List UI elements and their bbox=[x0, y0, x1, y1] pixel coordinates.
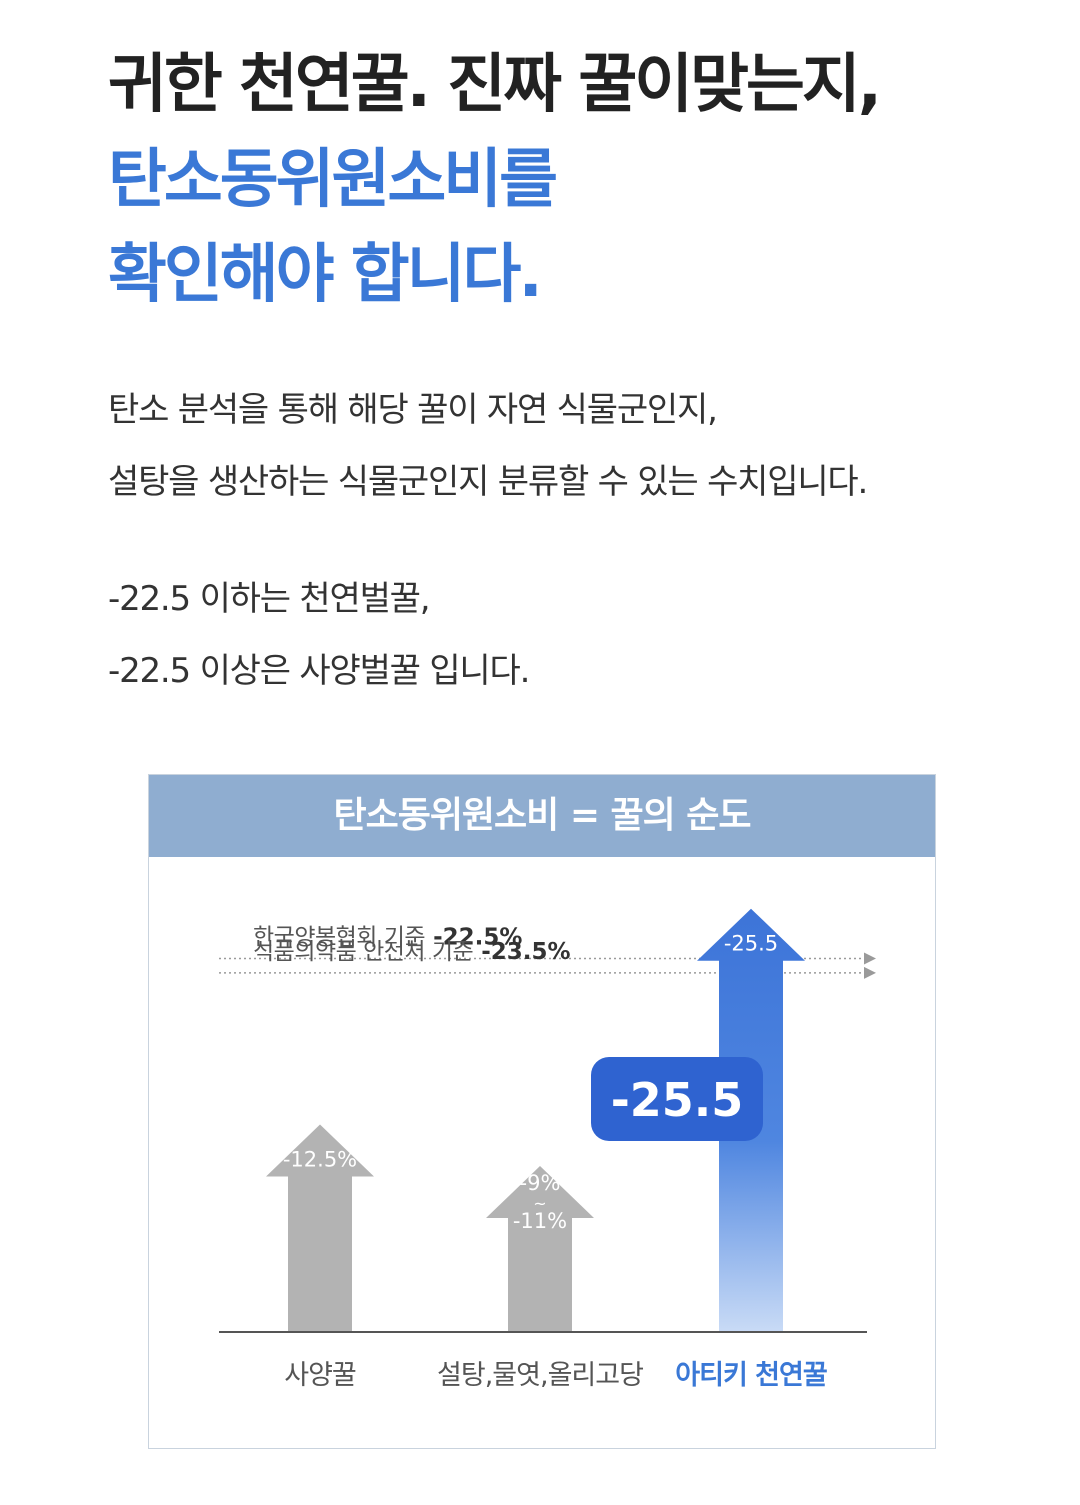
bar-value-label-3: -25.5 bbox=[724, 932, 778, 956]
bar-value-label-2-1: -9% bbox=[520, 1171, 561, 1195]
description-line-1: 탄소 분석을 통해 해당 꿀이 자연 식물군인지, bbox=[108, 390, 718, 430]
highlight-callout bbox=[591, 1057, 763, 1141]
highlight-callout-value: -25.5 bbox=[611, 1073, 744, 1127]
reference-line-label-2: 식품의약품 안전처 기준 bbox=[253, 939, 473, 965]
headline-line-3: 확인해야 합니다. bbox=[108, 238, 543, 312]
bar-value-label-2-3: -11% bbox=[513, 1209, 567, 1233]
headline: 귀한 천연꿀. 진짜 꿀이맞는지, 탄소동위원소비를 확인해야 합니다. bbox=[108, 38, 882, 323]
reference-line-label-1: 한국양봉협회 기준 bbox=[253, 925, 425, 951]
bar-arrow-2 bbox=[486, 1166, 594, 1332]
bar-value-label-1: -12.5% bbox=[283, 1148, 357, 1172]
headline-line-2: 탄소동위원소비를 bbox=[108, 143, 558, 217]
headline-line-1: 귀한 천연꿀. 진짜 꿀이맞는지, bbox=[108, 48, 882, 122]
category-label-3: 아티키 천연꿀 bbox=[675, 1360, 827, 1391]
description-line-3: -22.5 이하는 천연벌꿀, bbox=[108, 579, 431, 619]
category-label-2: 설탕,물엿,올리고당 bbox=[437, 1360, 643, 1391]
chart-card: 탄소동위원소비 = 꿀의 순도 한국양봉협회 기준 -22.5% 식품의약품 안전처… bbox=[148, 774, 936, 1449]
reference-line-value-1: -22.5% bbox=[433, 925, 522, 951]
bar-arrow-1 bbox=[266, 1124, 374, 1332]
reference-line-value-2: -23.5% bbox=[481, 939, 570, 965]
purity-chart: 한국양봉협회 기준 -22.5%식품의약품 안전처 기준 -23.5% -12.5% 사… bbox=[219, 908, 876, 1391]
description-line-4: -22.5 이상은 사양벌꿀 입니다. bbox=[108, 651, 530, 691]
chart-title: 탄소동위원소비 = 꿀의 순도 bbox=[149, 775, 935, 857]
description-paragraph-1: 탄소 분석을 통해 해당 꿀이 자연 식물군인지, 설탕을 생산하는 식물군인지… bbox=[108, 374, 868, 518]
description-paragraph-2: -22.5 이하는 천연벌꿀, -22.5 이상은 사양벌꿀 입니다. bbox=[108, 563, 530, 707]
description-line-2: 설탕을 생산하는 식물군인지 분류할 수 있는 수치입니다. bbox=[108, 462, 868, 502]
category-label-1: 사양꿀 bbox=[284, 1360, 356, 1391]
bar-value-label-2-2: ~ bbox=[533, 1194, 546, 1213]
